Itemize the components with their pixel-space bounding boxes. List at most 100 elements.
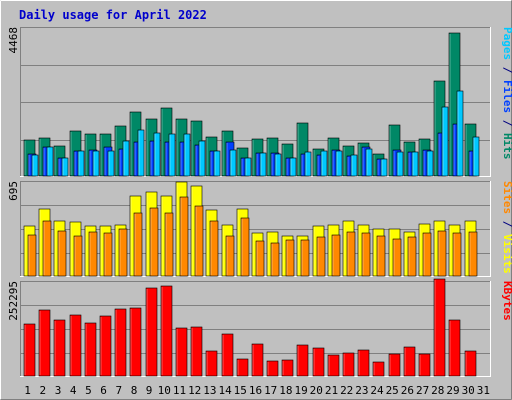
- x-tick-label-14: 14: [218, 384, 232, 397]
- x-tick-label-25: 25: [386, 384, 399, 397]
- x-tick-label-13: 13: [203, 384, 216, 397]
- bar-kbytes-day-27: [418, 353, 431, 377]
- bar-kbytes-day-8: [129, 307, 142, 377]
- bar-pages-day-25: [396, 151, 404, 177]
- side-label-part: /: [501, 60, 512, 80]
- x-tick-label-12: 12: [188, 384, 201, 397]
- bar-pages-day-6: [107, 150, 115, 177]
- side-label-part: Visits: [501, 234, 512, 274]
- x-tick-label-3: 3: [55, 384, 62, 397]
- side-label-part: /: [501, 214, 512, 234]
- bar-sites-day-30: [468, 231, 478, 277]
- bar-sites-day-28: [437, 230, 447, 277]
- bar-kbytes-day-30: [464, 350, 477, 377]
- bar-sites-day-1: [27, 234, 37, 277]
- bar-pages-day-4: [77, 150, 85, 177]
- bar-kbytes-day-22: [342, 352, 355, 377]
- side-label-part: Sites: [501, 181, 512, 214]
- bar-sites-day-18: [285, 239, 295, 277]
- bar-sites-day-21: [331, 234, 341, 277]
- bar-kbytes-day-25: [388, 353, 401, 377]
- bar-sites-day-14: [225, 235, 235, 277]
- bar-kbytes-day-29: [448, 319, 461, 377]
- bar-pages-day-22: [350, 154, 358, 177]
- x-tick-label-29: 29: [446, 384, 459, 397]
- panel-pages-side-label: Pages / Files / Hits: [501, 27, 512, 160]
- x-tick-label-22: 22: [340, 384, 353, 397]
- bar-kbytes-day-15: [236, 358, 249, 377]
- series-kbytes: [23, 278, 477, 377]
- x-tick-label-2: 2: [39, 384, 46, 397]
- bar-pages-day-30: [472, 136, 480, 177]
- bar-sites-day-11: [179, 196, 189, 277]
- bar-kbytes-day-20: [312, 347, 325, 377]
- bar-sites-day-26: [407, 236, 417, 277]
- bar-kbytes-day-11: [175, 327, 188, 377]
- bar-sites-day-20: [316, 236, 326, 277]
- bar-sites-day-10: [164, 212, 174, 277]
- bar-pages-day-20: [320, 150, 328, 177]
- bar-sites-day-9: [149, 207, 159, 277]
- bar-kbytes-day-24: [372, 361, 385, 377]
- bar-sites-day-8: [133, 212, 143, 277]
- bar-kbytes-day-21: [327, 354, 340, 377]
- bar-sites-day-12: [194, 205, 204, 277]
- bar-kbytes-day-18: [281, 359, 294, 377]
- bar-pages-day-8: [137, 129, 145, 177]
- bar-sites-day-19: [300, 239, 310, 277]
- x-tick-label-26: 26: [401, 384, 414, 397]
- bar-pages-day-3: [61, 157, 69, 177]
- x-tick-label-18: 18: [279, 384, 292, 397]
- x-tick-label-5: 5: [85, 384, 92, 397]
- bar-pages-day-17: [274, 153, 282, 177]
- bar-kbytes-day-3: [53, 319, 66, 377]
- x-axis-ticks: 1 2 3 4 5 6 7 8 9 10 11 12 13 14 15 16 17 18 19 20 21 22 23 24 2…: [24, 384, 490, 397]
- bar-sites-day-29: [452, 232, 462, 277]
- bar-kbytes-day-1: [23, 323, 36, 377]
- panel-visits-side-label: Sites / Visits: [501, 181, 512, 274]
- x-tick-label-1: 1: [24, 384, 31, 397]
- x-tick-label-4: 4: [70, 384, 77, 397]
- x-tick-label-10: 10: [158, 384, 171, 397]
- bar-kbytes-day-10: [160, 285, 173, 377]
- bar-pages-day-5: [92, 150, 100, 177]
- x-tick-label-8: 8: [131, 384, 138, 397]
- bar-pages-day-10: [168, 133, 176, 177]
- bar-sites-day-23: [361, 232, 371, 277]
- x-tick-label-6: 6: [100, 384, 107, 397]
- x-tick-label-24: 24: [370, 384, 384, 397]
- bar-sites-day-4: [73, 235, 83, 277]
- bar-kbytes-day-23: [357, 349, 370, 377]
- x-tick-label-20: 20: [310, 384, 323, 397]
- bar-pages-day-7: [122, 140, 130, 177]
- bar-kbytes-day-6: [99, 315, 112, 377]
- bar-pages-day-16: [259, 152, 267, 177]
- bar-kbytes-day-5: [84, 322, 97, 377]
- bar-sites-day-3: [57, 230, 67, 277]
- bar-pages-day-15: [244, 157, 252, 177]
- bar-kbytes-day-16: [251, 343, 264, 377]
- x-tick-label-16: 16: [249, 384, 262, 397]
- bar-kbytes-day-14: [221, 333, 234, 377]
- x-tick-label-27: 27: [416, 384, 429, 397]
- bar-sites-day-24: [376, 235, 386, 277]
- x-tick-label-21: 21: [325, 384, 338, 397]
- bar-pages-day-14: [229, 149, 237, 177]
- bar-sites-day-25: [392, 238, 402, 277]
- bar-sites-day-17: [270, 242, 280, 277]
- x-tick-label-11: 11: [173, 384, 186, 397]
- bar-pages-day-12: [198, 140, 206, 177]
- bar-pages-day-9: [153, 132, 161, 177]
- bar-sites-day-27: [422, 232, 432, 277]
- bar-pages-day-2: [46, 146, 54, 177]
- bar-pages-day-29: [456, 90, 464, 177]
- bar-pages-day-19: [304, 151, 312, 177]
- bar-kbytes-day-19: [296, 344, 309, 377]
- bar-pages-day-24: [380, 158, 388, 177]
- x-tick-label-23: 23: [355, 384, 368, 397]
- bar-sites-day-6: [103, 232, 113, 277]
- panel-pages-ymax-label: 4468: [7, 27, 20, 54]
- panel-visits-ymax-label: 695: [7, 181, 20, 201]
- panel-kbytes-ymax-label: 252295: [7, 281, 20, 321]
